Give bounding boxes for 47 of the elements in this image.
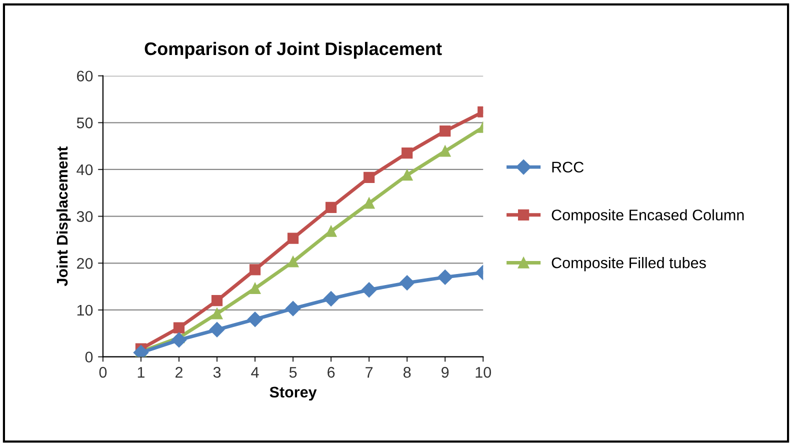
y-tick-label: 40 (76, 164, 93, 176)
point (326, 226, 337, 237)
chart-title: Comparison of Joint Displacement (144, 42, 442, 59)
x-tick-label: 3 (213, 366, 221, 378)
y-axis-title: Joint Displacement (56, 146, 71, 286)
point (440, 126, 451, 137)
point (209, 322, 225, 338)
point (402, 170, 413, 181)
point (438, 270, 453, 285)
point (364, 172, 375, 183)
x-tick-label: 4 (251, 367, 259, 378)
point (285, 300, 301, 316)
legend-label: Composite Filled tubes (552, 257, 706, 272)
point (287, 256, 299, 268)
x-tick-label: 8 (404, 366, 411, 378)
x-tick-label: 2 (176, 366, 182, 378)
x-tick-label: 6 (328, 366, 335, 378)
point (247, 312, 263, 327)
point (173, 322, 185, 334)
point (211, 295, 223, 306)
point (211, 308, 223, 320)
point (171, 332, 187, 348)
y-tick-label: 60 (77, 70, 93, 82)
x-tick-label: 5 (289, 367, 297, 378)
y-tick-label: 0 (85, 352, 93, 362)
point (287, 232, 299, 244)
legend-label: RCC (552, 162, 584, 173)
y-tick-label: 20 (77, 258, 93, 269)
x-tick-label: 0 (99, 366, 107, 378)
point (440, 146, 451, 157)
x-tick-label: 10 (476, 366, 492, 378)
point (400, 275, 415, 290)
x-tick-label: 7 (366, 367, 373, 378)
point (249, 282, 261, 294)
y-tick-label: 50 (76, 118, 93, 128)
point (249, 264, 261, 276)
point (323, 291, 339, 306)
x-tick-label: 9 (442, 366, 449, 378)
legend-label: Composite Encased Column (552, 209, 744, 224)
point (364, 198, 375, 209)
point (362, 282, 377, 298)
point (326, 202, 337, 213)
x-tick-label: 1 (138, 367, 144, 378)
y-tick-label: 30 (76, 211, 93, 222)
x-axis-title: Storey (270, 386, 317, 401)
y-tick-label: 10 (77, 304, 93, 316)
point (402, 148, 413, 159)
